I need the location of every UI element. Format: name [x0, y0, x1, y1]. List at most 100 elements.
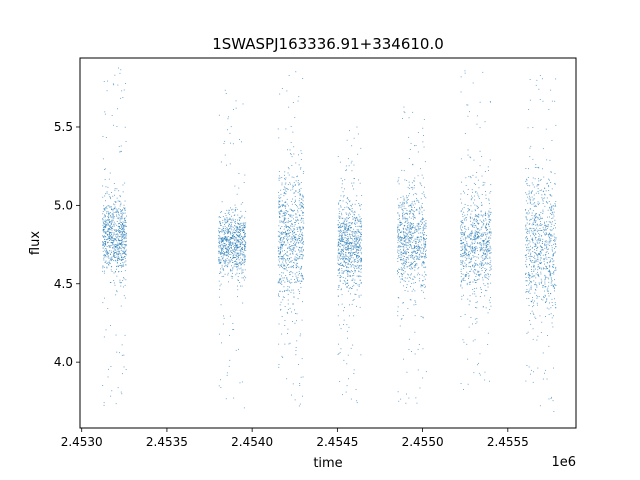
- data-point: [283, 221, 284, 223]
- data-point: [280, 279, 281, 281]
- data-point: [425, 244, 427, 246]
- data-point: [230, 226, 231, 228]
- data-point: [338, 285, 340, 287]
- data-point: [400, 242, 402, 244]
- data-point: [411, 273, 412, 275]
- data-point: [397, 226, 399, 228]
- data-point: [232, 211, 234, 213]
- data-point: [238, 249, 240, 251]
- data-point: [475, 295, 477, 297]
- data-point: [284, 241, 285, 243]
- data-point: [123, 234, 125, 236]
- data-point: [544, 263, 545, 265]
- data-point: [119, 279, 121, 281]
- data-point: [301, 218, 303, 220]
- data-point: [292, 184, 294, 186]
- data-point: [408, 261, 410, 263]
- data-point: [282, 259, 284, 261]
- data-point: [111, 236, 113, 238]
- data-point: [107, 80, 108, 82]
- data-point: [228, 241, 230, 243]
- data-point: [297, 277, 299, 279]
- data-point: [113, 229, 115, 231]
- data-point: [545, 295, 546, 297]
- data-point: [236, 245, 238, 246]
- data-point: [360, 147, 362, 149]
- data-point: [410, 223, 412, 224]
- data-point: [409, 213, 411, 215]
- data-point: [228, 241, 230, 243]
- data-point: [339, 264, 341, 266]
- data-point: [346, 283, 348, 284]
- data-point: [286, 255, 288, 257]
- data-point: [489, 208, 491, 210]
- data-point: [290, 248, 292, 250]
- data-point: [349, 222, 350, 224]
- data-point: [469, 281, 471, 283]
- data-point: [342, 272, 344, 274]
- data-point: [399, 218, 400, 219]
- data-point: [353, 284, 355, 286]
- data-point: [289, 253, 291, 255]
- data-point: [475, 237, 477, 239]
- data-point: [281, 177, 283, 178]
- data-point: [397, 212, 399, 214]
- data-point: [360, 208, 361, 210]
- data-point: [461, 262, 463, 263]
- data-point: [235, 254, 237, 256]
- data-point: [229, 315, 231, 317]
- data-point: [295, 267, 297, 269]
- data-point: [285, 210, 287, 211]
- data-point: [353, 315, 355, 317]
- data-point: [409, 226, 411, 228]
- data-point: [278, 282, 280, 284]
- data-point: [352, 212, 354, 214]
- data-point: [117, 257, 119, 259]
- data-point: [340, 223, 342, 225]
- data-point: [482, 71, 484, 73]
- data-point: [404, 231, 406, 233]
- data-point: [359, 255, 360, 257]
- data-point: [114, 194, 115, 196]
- data-point: [479, 263, 481, 265]
- data-point: [241, 248, 242, 249]
- data-point: [123, 218, 125, 219]
- data-point: [423, 240, 425, 242]
- data-point: [292, 275, 294, 277]
- data-point: [539, 224, 541, 226]
- data-point: [117, 242, 119, 244]
- data-point: [409, 240, 411, 242]
- data-point: [102, 235, 104, 237]
- data-point: [302, 197, 304, 199]
- data-point: [460, 250, 462, 251]
- data-point: [472, 174, 474, 176]
- data-point: [341, 256, 343, 258]
- data-point: [280, 247, 281, 249]
- data-point: [218, 247, 220, 249]
- data-point: [109, 232, 111, 234]
- data-point: [401, 237, 402, 239]
- data-point: [284, 268, 286, 269]
- data-point: [125, 237, 126, 239]
- data-point: [474, 293, 476, 295]
- data-point: [300, 267, 302, 269]
- data-point: [227, 265, 228, 267]
- data-point: [403, 252, 404, 254]
- data-point: [120, 282, 122, 284]
- data-point: [420, 228, 422, 230]
- data-point: [478, 198, 480, 199]
- data-point: [112, 83, 114, 85]
- data-point: [103, 402, 105, 404]
- data-point: [535, 220, 537, 222]
- data-point: [345, 284, 346, 286]
- data-point: [235, 263, 237, 265]
- data-point: [538, 267, 540, 269]
- data-point: [349, 243, 350, 245]
- data-point: [488, 216, 490, 218]
- data-point: [220, 259, 222, 261]
- data-point: [288, 236, 290, 237]
- data-point: [468, 254, 470, 256]
- data-point: [483, 244, 485, 246]
- data-point: [398, 257, 400, 258]
- data-point: [488, 198, 490, 200]
